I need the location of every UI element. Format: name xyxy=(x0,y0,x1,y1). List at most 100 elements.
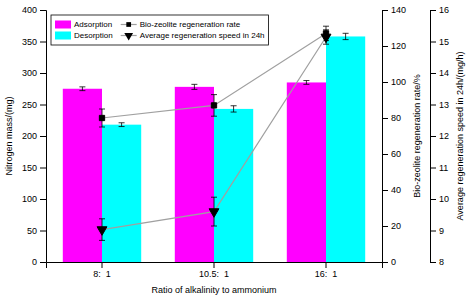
tick-label: 140 xyxy=(391,5,406,15)
chart: 8: 110.5: 116: 1050100150200250300350400… xyxy=(0,0,474,298)
error-bar xyxy=(191,84,197,89)
bar xyxy=(175,87,214,262)
axis: 050100150200250300350400 xyxy=(22,5,47,267)
tick: 140 xyxy=(382,5,406,15)
legend-label: Bio-zeolite regeneration rate xyxy=(140,20,241,29)
error-bar xyxy=(79,87,85,91)
error-bar xyxy=(99,109,105,127)
axis: 0 20 40 60 80 100 120 140 xyxy=(382,5,406,267)
error-bar xyxy=(303,81,309,85)
tick-label: 8: 1 xyxy=(93,269,111,279)
tick: 80 xyxy=(382,113,401,123)
axis-line xyxy=(383,11,389,263)
error-bar xyxy=(231,106,237,112)
axis: 8: 1 10.5: 1 16: 1 xyxy=(47,262,383,279)
tick-mark xyxy=(430,199,436,200)
legend-item: Average regeneration speed in 24h xyxy=(121,31,265,40)
legend-label: Adsorption xyxy=(74,20,112,29)
error-bar xyxy=(211,95,217,117)
legend-swatch xyxy=(55,32,71,40)
legend-marker xyxy=(124,33,133,41)
error-bar xyxy=(343,33,349,39)
legend-item: Adsorption xyxy=(55,20,112,29)
tick-label: 13 xyxy=(439,100,449,110)
tick-label: 0 xyxy=(32,257,37,267)
tick: 50 xyxy=(27,226,46,236)
legend-swatch xyxy=(55,21,71,29)
tick: 400 xyxy=(22,5,46,15)
tick-mark xyxy=(382,46,388,47)
tick: 60 xyxy=(382,149,401,159)
tick-label: 12 xyxy=(439,131,449,141)
tick-mark xyxy=(430,136,436,137)
axis-line xyxy=(40,11,47,263)
tick: 150 xyxy=(22,163,46,173)
tick-mark xyxy=(382,190,388,191)
tick: 250 xyxy=(22,100,46,110)
tick: 10 xyxy=(430,194,449,204)
bar-series xyxy=(102,33,365,262)
tick: 0 xyxy=(382,257,396,267)
tick-mark xyxy=(40,73,46,74)
plot: 8: 110.5: 116: 1050100150200250300350400… xyxy=(4,5,465,295)
tick-mark xyxy=(382,82,388,83)
tick-mark xyxy=(430,231,436,232)
tick: 16 xyxy=(430,5,449,15)
tick-mark xyxy=(40,168,46,169)
tick: 16: 1 xyxy=(315,262,338,279)
line-series xyxy=(97,30,331,241)
tick-label: 9 xyxy=(439,226,444,236)
tick-mark xyxy=(214,262,215,268)
y-axis-title: Nitrogen mass/(mg) xyxy=(4,96,14,175)
tick: 9 xyxy=(430,226,444,236)
tick-label: 250 xyxy=(22,100,37,110)
legend-label: Average regeneration speed in 24h xyxy=(140,31,265,40)
tick-label: 100 xyxy=(22,194,37,204)
tick: 300 xyxy=(22,68,46,78)
tick-label: 8 xyxy=(439,257,444,267)
legend-marker xyxy=(126,22,131,27)
axis-line xyxy=(47,263,383,269)
tick-mark xyxy=(430,10,436,11)
tick-label: 16: 1 xyxy=(315,269,338,279)
tick-label: 350 xyxy=(22,37,37,47)
tick-mark xyxy=(326,262,327,268)
tick-mark xyxy=(40,136,46,137)
legend-label: Desorption xyxy=(74,31,113,40)
marker xyxy=(97,227,107,236)
tick-mark xyxy=(40,262,46,263)
y2-axis-title: Bio-zeolite regeneration rate/% xyxy=(412,74,422,198)
tick-mark xyxy=(40,10,46,11)
tick-label: 150 xyxy=(22,163,37,173)
tick: 12 xyxy=(430,131,449,141)
marker xyxy=(321,34,331,43)
line xyxy=(102,37,326,230)
tick-mark xyxy=(430,168,436,169)
tick-mark xyxy=(382,10,388,11)
tick-mark xyxy=(40,105,46,106)
tick-label: 10.5: 1 xyxy=(199,269,229,279)
bar xyxy=(326,36,365,262)
tick-mark xyxy=(430,105,436,106)
tick: 10.5: 1 xyxy=(199,262,229,279)
tick-mark xyxy=(40,42,46,43)
axis-titles: Ratio of alkalinity to ammoniumNitrogen … xyxy=(4,52,465,295)
tick: 120 xyxy=(382,41,406,51)
tick: 0 xyxy=(32,257,46,267)
tick-label: 120 xyxy=(391,41,406,51)
tick: 40 xyxy=(382,185,401,195)
bar xyxy=(102,125,141,262)
tick: 100 xyxy=(382,77,406,87)
tick-label: 10 xyxy=(439,194,449,204)
tick-label: 11 xyxy=(439,163,448,173)
legend-item: Bio-zeolite regeneration rate xyxy=(121,20,241,29)
marker xyxy=(211,103,216,108)
tick-label: 50 xyxy=(27,226,37,236)
tick-mark xyxy=(430,42,436,43)
tick-mark xyxy=(382,118,388,119)
tick-mark xyxy=(382,154,388,155)
tick: 11 xyxy=(430,163,448,173)
tick: 8 xyxy=(430,257,444,267)
tick-mark xyxy=(430,73,436,74)
tick: 20 xyxy=(382,221,401,231)
